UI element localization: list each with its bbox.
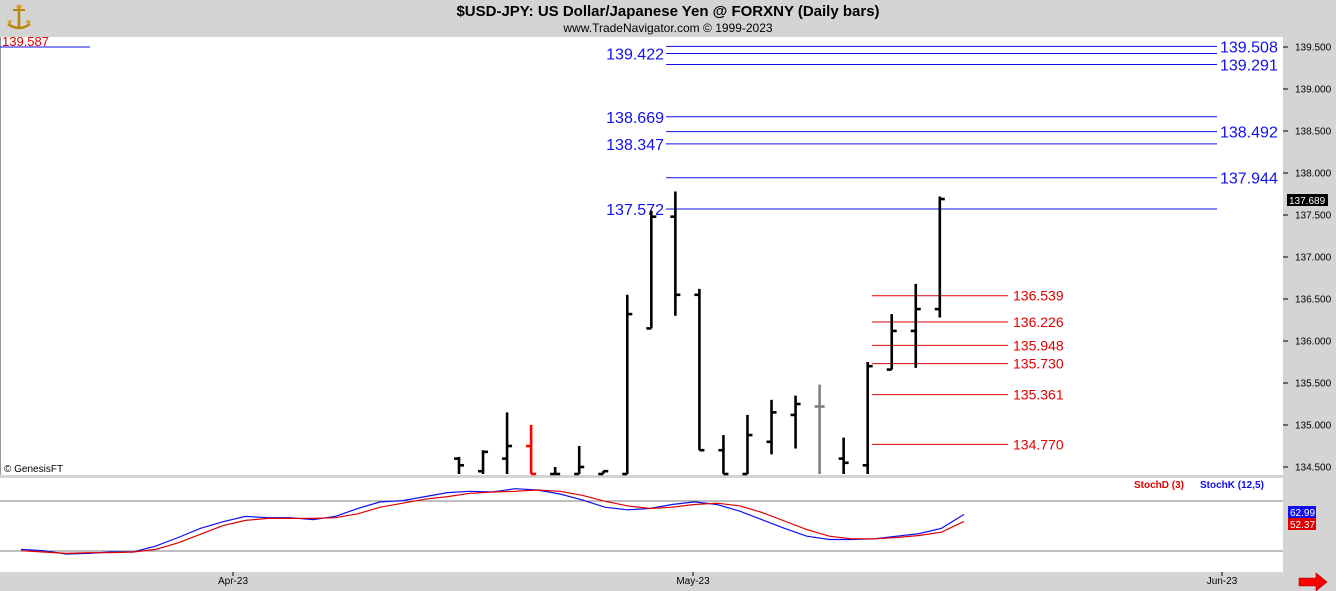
watermark: © GenesisFT xyxy=(4,464,63,475)
y-tick-label: 138.000 xyxy=(1295,169,1332,180)
ohlc-bar xyxy=(574,446,585,476)
chart-title: $USD-JPY: US Dollar/Japanese Yen @ FORXN… xyxy=(456,3,880,20)
x-tick-label: Jun-23 xyxy=(1207,576,1238,587)
stoch-panel[interactable] xyxy=(0,478,1283,572)
ohlc-bar xyxy=(934,196,945,318)
stoch-d-badge xyxy=(1288,518,1316,530)
stoch-layer xyxy=(20,488,965,555)
date-axis: Apr-23 May-23 Jun-23 xyxy=(218,572,1238,587)
blue-level-label-left: 139.422 xyxy=(606,47,664,64)
blue-level-label-right: 138.492 xyxy=(1220,125,1278,142)
ohlc-bar xyxy=(910,283,921,368)
blue-level-label-right: 139.291 xyxy=(1220,58,1278,75)
red-level-label: 135.730 xyxy=(1013,356,1064,372)
y-tick-label: 137.000 xyxy=(1295,253,1332,264)
ohlc-bar xyxy=(598,469,609,476)
price-panel[interactable] xyxy=(0,37,1283,475)
bars-layer xyxy=(454,191,945,476)
y-tick-label: 137.500 xyxy=(1295,211,1332,222)
ohlc-bar xyxy=(646,210,657,330)
ohlc-bar xyxy=(718,435,729,476)
y-tick-label: 136.500 xyxy=(1295,295,1332,306)
red-level-label: 135.948 xyxy=(1013,337,1064,353)
ohlc-bar xyxy=(838,437,849,474)
red-level-label: 136.226 xyxy=(1013,314,1064,330)
blue-level-label-right: 137.944 xyxy=(1220,171,1278,188)
chart-header: $USD-JPY: US Dollar/Japanese Yen @ FORXN… xyxy=(0,0,1336,37)
stoch-d-value: 52.37 xyxy=(1290,520,1315,531)
last-price-badge xyxy=(1287,194,1328,206)
ohlc-bar xyxy=(478,450,489,474)
stoch-k-badge xyxy=(1288,506,1316,518)
y-tick-label: 134.500 xyxy=(1295,463,1332,474)
y-tick-label: 136.000 xyxy=(1295,337,1332,348)
top-left-price-label: 139.587 xyxy=(2,34,49,49)
panel-separator xyxy=(0,475,1336,478)
red-level-label: 136.539 xyxy=(1013,288,1064,304)
ohlc-bar xyxy=(766,399,777,455)
trade-navigator-logo-icon xyxy=(7,4,31,30)
blue-level-label-left: 138.347 xyxy=(606,137,664,154)
ohlc-bar xyxy=(862,362,873,474)
blue-level-label-left: 138.669 xyxy=(606,110,664,127)
ohlc-bar xyxy=(670,191,681,316)
price-axis: 134.500 135.000 135.500 136.000 136.500 137.0… xyxy=(1283,43,1332,474)
ohlc-bar xyxy=(742,414,753,476)
stoch-d-legend: StochD (3) xyxy=(1134,480,1184,491)
stoch-k-value: 62.99 xyxy=(1290,508,1315,519)
last-price-label: 137.689 xyxy=(1289,196,1326,207)
y-tick-label: 135.500 xyxy=(1295,379,1332,390)
y-tick-label: 139.000 xyxy=(1295,85,1332,96)
ohlc-bar xyxy=(550,467,561,476)
ohlc-bar xyxy=(502,412,513,474)
scroll-right-arrow-icon[interactable] xyxy=(1298,572,1328,591)
levels-layer: 139.508 139.422 139.291 138.669 138.492 138.3… xyxy=(606,39,1278,452)
ohlc-bar xyxy=(526,425,537,476)
x-tick-label: May-23 xyxy=(676,576,710,587)
ohlc-bar xyxy=(622,294,633,476)
y-tick-label: 139.500 xyxy=(1295,43,1332,54)
y-tick-label: 138.500 xyxy=(1295,127,1332,138)
red-level-label: 134.770 xyxy=(1013,436,1064,452)
y-tick-label: 135.000 xyxy=(1295,421,1332,432)
x-tick-label: Apr-23 xyxy=(218,576,248,587)
ohlc-bar xyxy=(694,288,705,452)
chart-subtitle: www.TradeNavigator.com © 1999-2023 xyxy=(563,21,773,35)
stoch-d-line xyxy=(20,489,965,555)
ohlc-bar xyxy=(814,384,825,474)
ohlc-bar xyxy=(790,395,801,449)
ohlc-bar xyxy=(886,314,897,371)
blue-level-label-right: 139.508 xyxy=(1220,39,1278,56)
blue-level-label-left: 137.572 xyxy=(606,202,664,219)
ohlc-bar xyxy=(454,456,464,474)
stoch-k-legend: StochK (12,5) xyxy=(1200,480,1264,491)
red-level-label: 135.361 xyxy=(1013,387,1064,403)
